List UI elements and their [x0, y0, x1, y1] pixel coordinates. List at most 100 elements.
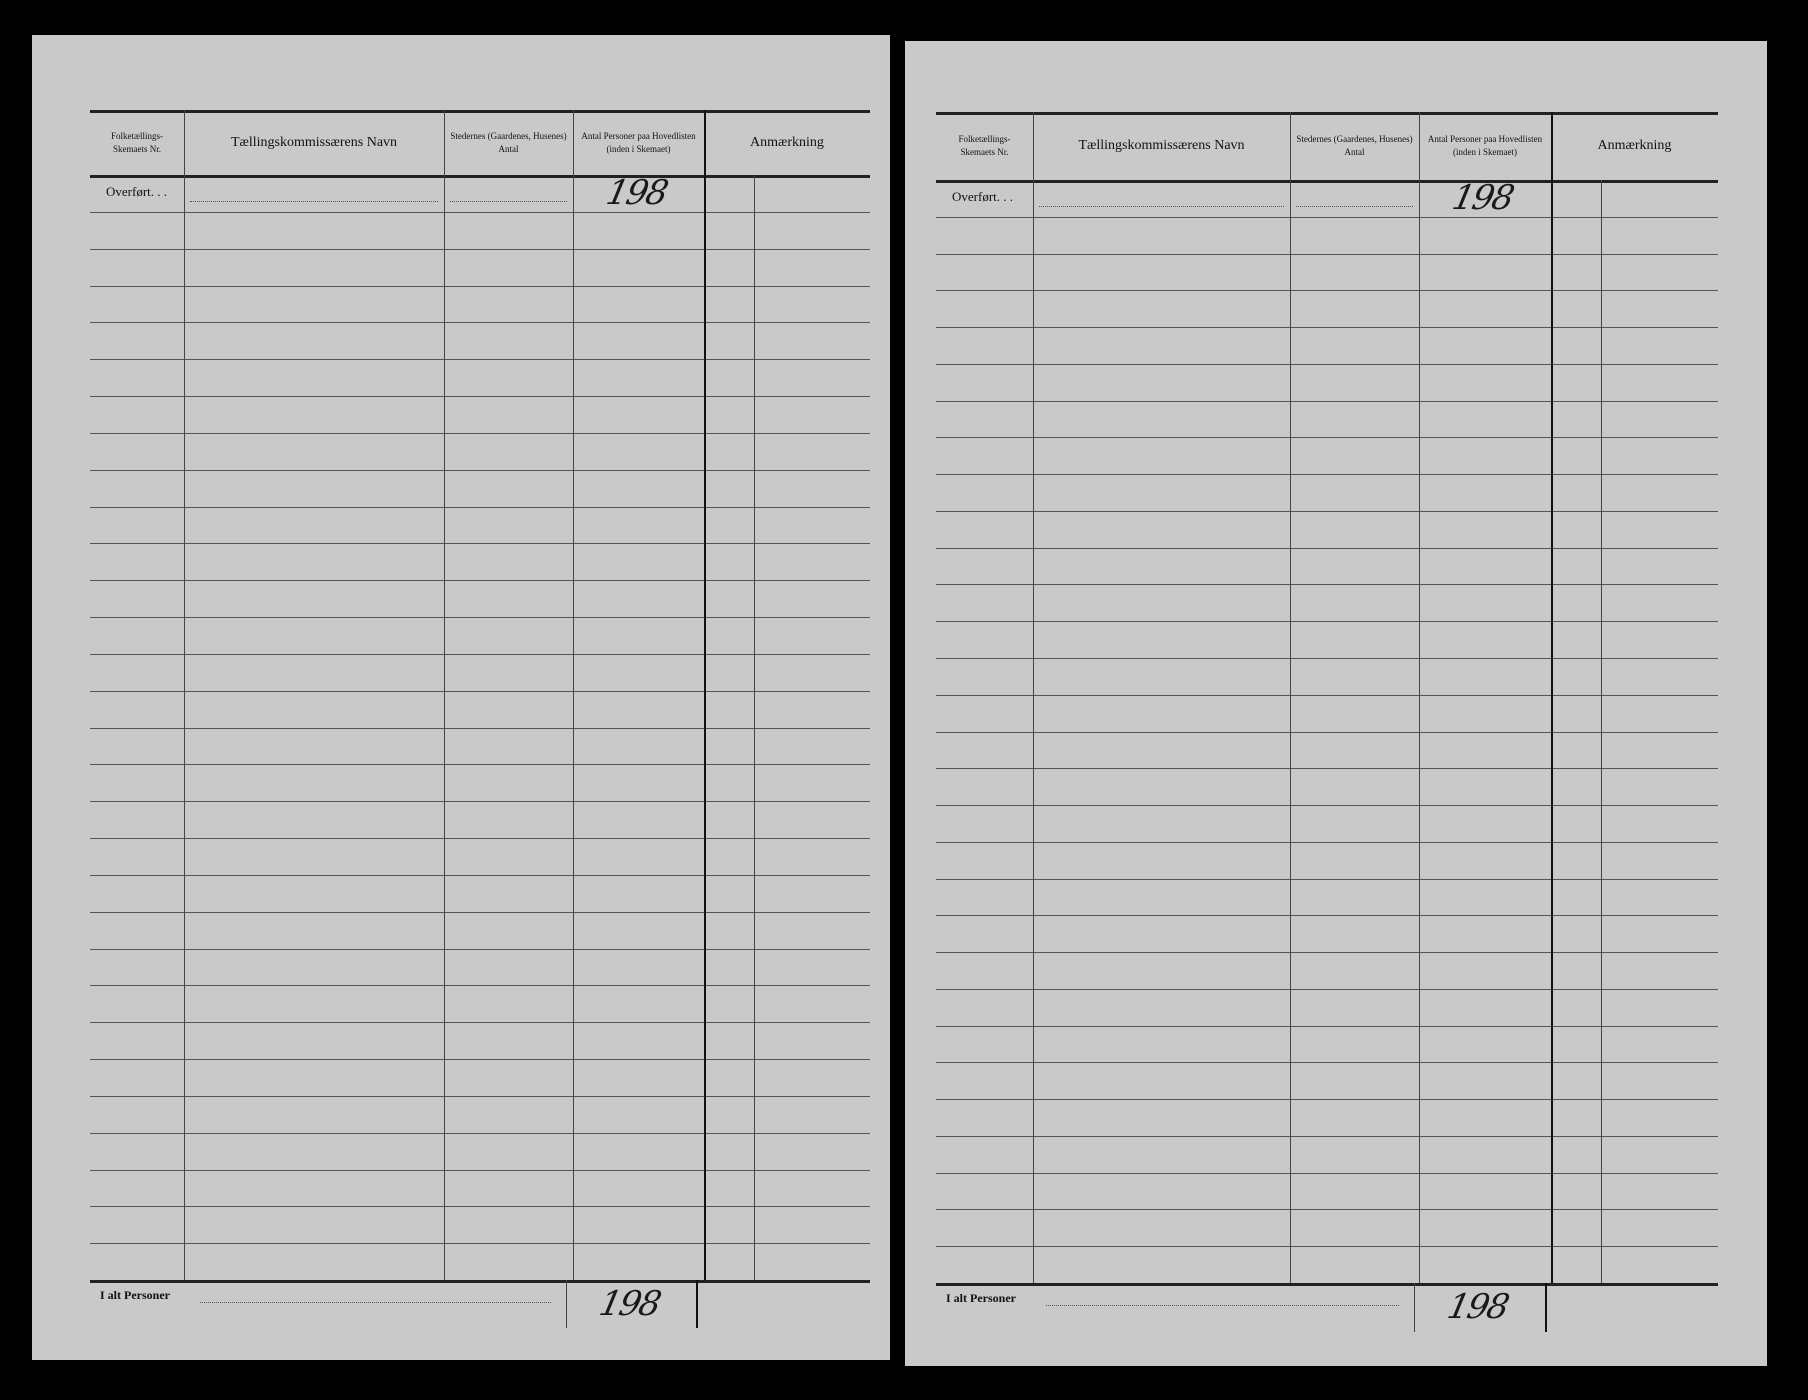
header-col5: Anmærkning [1597, 138, 1672, 153]
row-line [90, 912, 870, 913]
row-line [936, 290, 1718, 291]
row-line [936, 1173, 1718, 1174]
row-line [936, 768, 1718, 769]
row-line [90, 286, 870, 287]
row-line [936, 254, 1718, 255]
header-col3: Stedernes (Gaardenes, Husenes) Antal [450, 130, 567, 154]
row-line [936, 805, 1718, 806]
column-line [704, 110, 706, 1280]
row-line [936, 511, 1718, 512]
header-col1: Folketællings- Skemaets Nr. [958, 134, 1011, 157]
row-line [90, 728, 870, 729]
dotted-leader [190, 201, 438, 202]
row-line [936, 437, 1718, 438]
right-table: Folketællings- Skemaets Nr. Tællingskommi… [936, 112, 1718, 1332]
row-line [90, 949, 870, 950]
column-line [1290, 112, 1291, 1283]
column-line [1419, 112, 1420, 1283]
row-line [90, 617, 870, 618]
header-bottom-rule [936, 180, 1718, 183]
row-line [936, 1026, 1718, 1027]
carried-forward-label: Overført. . . [952, 189, 1014, 204]
header-col4: Antal Personer paa Hovedlisten (inden i … [1427, 134, 1543, 157]
left-page [32, 35, 890, 1360]
row-line [90, 322, 870, 323]
header-top-rule [936, 112, 1718, 115]
row-line [936, 584, 1718, 585]
total-column-line [566, 1280, 567, 1328]
row-line [90, 1133, 870, 1134]
header-col3: Stedernes (Gaardenes, Husenes) Antal [1296, 134, 1413, 157]
total-value: 198 [1443, 1287, 1512, 1327]
right-page [905, 41, 1767, 1366]
row-line [936, 327, 1718, 328]
row-line [90, 654, 870, 655]
header-col2: Tællingskommissærens Navn [1078, 138, 1245, 153]
total-label: I alt Personer [946, 1291, 1016, 1305]
row-line [936, 474, 1718, 475]
header-col4: Antal Personer paa Hovedlisten (inden i … [581, 130, 696, 154]
carried-forward-value: 198 [602, 173, 671, 213]
row-line [936, 364, 1718, 365]
total-column-line [1545, 1283, 1547, 1332]
total-rule [936, 1283, 1718, 1286]
row-line [90, 1096, 870, 1097]
header-col1: Folketællings- Skemaets Nr. [110, 130, 163, 154]
row-line [936, 1099, 1718, 1100]
carried-forward-value: 198 [1448, 178, 1517, 218]
row-line [90, 249, 870, 250]
row-line [90, 1059, 870, 1060]
column-line [1601, 180, 1602, 1283]
row-line [936, 989, 1718, 990]
row-line [90, 212, 870, 213]
row-line [90, 801, 870, 802]
column-line [573, 110, 574, 1280]
row-line [90, 1170, 870, 1171]
left-table: Folketællings- Skemaets Nr. Tællingskommi… [90, 110, 870, 1328]
row-line [90, 764, 870, 765]
header-top-rule [90, 110, 870, 113]
column-line [1033, 112, 1034, 1283]
row-line [90, 691, 870, 692]
row-line [90, 838, 870, 839]
row-line [90, 985, 870, 986]
carried-forward-label: Overført. . . [106, 184, 168, 199]
row-line [936, 842, 1718, 843]
row-line [90, 433, 870, 434]
dotted-leader [450, 201, 567, 202]
row-line [90, 359, 870, 360]
column-line [444, 110, 445, 1280]
row-line [90, 1206, 870, 1207]
total-rule [90, 1280, 870, 1283]
row-line [936, 658, 1718, 659]
row-line [936, 1062, 1718, 1063]
dotted-leader [200, 1302, 551, 1303]
row-line [90, 543, 870, 544]
total-column-line [1414, 1283, 1415, 1332]
column-line [1551, 112, 1553, 1283]
row-line [90, 580, 870, 581]
header-bottom-rule [90, 175, 870, 178]
total-value: 198 [595, 1284, 664, 1324]
dotted-leader [1046, 1305, 1399, 1306]
column-line [754, 175, 755, 1280]
row-line [936, 732, 1718, 733]
header-col2: Tællingskommissærens Navn [230, 134, 398, 150]
row-line [936, 879, 1718, 880]
total-label: I alt Personer [100, 1288, 170, 1302]
row-line [90, 396, 870, 397]
row-line [936, 548, 1718, 549]
row-line [936, 915, 1718, 916]
column-line [184, 110, 185, 1280]
total-column-line [696, 1280, 698, 1328]
header-col5: Anmærkning [750, 134, 824, 150]
dotted-leader [1296, 206, 1413, 207]
dotted-leader [1039, 206, 1284, 207]
row-line [936, 217, 1718, 218]
row-line [936, 621, 1718, 622]
row-line [90, 507, 870, 508]
row-line [90, 470, 870, 471]
row-line [936, 1136, 1718, 1137]
row-line [936, 401, 1718, 402]
row-line [936, 695, 1718, 696]
